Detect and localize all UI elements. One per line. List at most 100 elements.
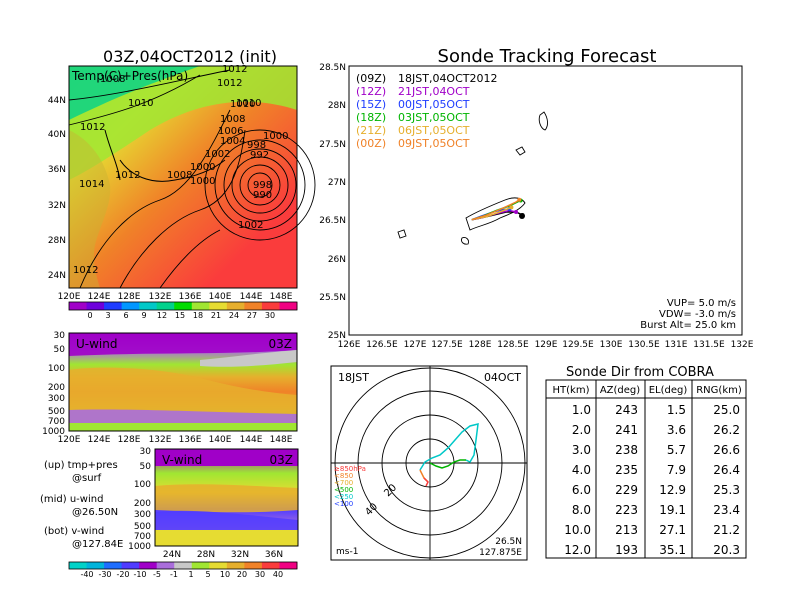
wind-colorbar-swatch <box>156 562 175 569</box>
svg-text:200: 200 <box>134 499 151 509</box>
overlay-label: Temp(C)+Pres(hPa) <box>71 69 188 83</box>
cobra-cell: 213 <box>615 523 638 537</box>
svg-text:128.5E: 128.5E <box>497 340 529 350</box>
svg-text:128E: 128E <box>469 340 492 350</box>
svg-text:144E: 144E <box>240 435 263 445</box>
svg-text:120E: 120E <box>58 292 81 302</box>
svg-text:00JST,05OCT: 00JST,05OCT <box>398 98 470 111</box>
cobra-cell: 25.3 <box>713 483 740 497</box>
wind-colorbar-swatch <box>86 562 105 569</box>
temp-colorbar-swatch <box>261 302 280 310</box>
v-wind-orange-core <box>155 484 298 513</box>
svg-text:26N: 26N <box>328 255 346 265</box>
svg-text:128E: 128E <box>118 292 141 302</box>
svg-text:127.5E: 127.5E <box>431 340 463 350</box>
wind-colorbar-swatch <box>244 562 263 569</box>
svg-text:1008: 1008 <box>167 170 192 181</box>
svg-text:44N: 44N <box>48 96 66 106</box>
svg-text:126.5E: 126.5E <box>366 340 398 350</box>
u-wind-time: 03Z <box>269 337 293 351</box>
svg-text:1000: 1000 <box>190 162 215 173</box>
svg-text:EL(deg): EL(deg) <box>649 385 688 396</box>
svg-text:21: 21 <box>211 311 221 320</box>
svg-text:120E: 120E <box>58 435 81 445</box>
temp-colorbar-swatch <box>121 302 140 310</box>
cobra-cell: 235 <box>615 463 638 477</box>
isobar-labels: 1008 1010 1012 1010 1012 1012 1008 1014 … <box>73 64 288 276</box>
polar-legend: ≥850hPa <850 <700 <500 <250 <100 <box>334 465 366 508</box>
svg-text:500: 500 <box>48 407 65 417</box>
cobra-table-header: HT(km) AZ(deg) EL(deg) RNG(km) <box>553 385 742 396</box>
svg-text:127E: 127E <box>404 340 427 350</box>
launch-point <box>519 213 525 219</box>
svg-text:-20: -20 <box>116 570 129 579</box>
isobars <box>68 69 316 289</box>
svg-text:28N: 28N <box>197 550 215 560</box>
svg-text:24N: 24N <box>163 550 181 560</box>
cobra-cell: 1.0 <box>572 403 591 417</box>
wind-colorbar-swatch <box>226 562 245 569</box>
svg-text:<500: <500 <box>334 486 353 494</box>
polar-lon: 127.875E <box>479 548 522 558</box>
wind-colorbar-swatch <box>69 562 88 569</box>
svg-text:500: 500 <box>134 522 151 532</box>
track-lines <box>471 197 525 221</box>
island-outlines <box>397 111 548 245</box>
svg-text:32N: 32N <box>231 550 249 560</box>
svg-text:HT(km): HT(km) <box>553 385 590 396</box>
svg-text:1004: 1004 <box>220 136 245 147</box>
v-wind-title: V-wind <box>162 453 202 467</box>
svg-text:-5: -5 <box>153 570 161 579</box>
svg-text:25.5N: 25.5N <box>319 293 346 303</box>
cobra-cell: 4.0 <box>572 463 591 477</box>
v-wind-time: 03Z <box>270 453 294 467</box>
svg-text:1012: 1012 <box>73 265 98 276</box>
track-map-title: Sonde Tracking Forecast <box>438 46 657 67</box>
svg-text:50: 50 <box>140 462 152 472</box>
svg-text:(09Z): (09Z) <box>356 72 386 85</box>
cobra-cell: 26.2 <box>713 423 740 437</box>
svg-text:12: 12 <box>157 311 167 320</box>
track-map-frame <box>348 65 743 336</box>
svg-text:06JST,05OCT: 06JST,05OCT <box>398 124 470 137</box>
temp-colorbar-swatch <box>139 302 158 310</box>
wind-colorbar-swatch <box>139 562 158 569</box>
svg-text:1008: 1008 <box>100 74 125 85</box>
v-wind-upper-band <box>155 449 298 466</box>
svg-text:27N: 27N <box>328 178 346 188</box>
svg-text:124E: 124E <box>88 292 111 302</box>
svg-text:30: 30 <box>255 570 265 579</box>
track-end-point <box>517 197 522 202</box>
v-wind-frame <box>154 448 299 547</box>
cold-region <box>69 66 200 120</box>
temp-colorbar-outline <box>68 301 298 311</box>
wind-colorbar-swatch <box>121 562 140 569</box>
svg-text:36N: 36N <box>265 550 283 560</box>
svg-text:1000: 1000 <box>42 427 65 437</box>
svg-text:132E: 132E <box>149 435 172 445</box>
temp-colorbar-swatch <box>226 302 245 310</box>
temp-colorbar-swatch <box>86 302 105 310</box>
svg-text:28N: 28N <box>328 101 346 111</box>
svg-text:129.5E: 129.5E <box>562 340 594 350</box>
cobra-cell: 12.9 <box>659 483 686 497</box>
v-wind-blue-band <box>155 510 298 530</box>
cobra-cell: 27.1 <box>659 523 686 537</box>
svg-text:1012: 1012 <box>222 64 247 75</box>
svg-text:1002: 1002 <box>205 149 230 160</box>
cool-region <box>69 66 297 180</box>
svg-text:27: 27 <box>247 311 257 320</box>
wind-colorbar-swatch <box>279 562 298 569</box>
svg-text:100: 100 <box>134 480 151 490</box>
track-end-point <box>509 205 514 210</box>
cobra-cell: 5.7 <box>667 443 686 457</box>
svg-text:VUP= 5.0 m/s: VUP= 5.0 m/s <box>667 298 736 309</box>
svg-text:148E: 148E <box>270 435 293 445</box>
svg-text:21JST,04OCT: 21JST,04OCT <box>398 85 470 98</box>
svg-text:136E: 136E <box>179 435 202 445</box>
wind-colorbar-swatch <box>104 562 123 569</box>
svg-text:(21Z): (21Z) <box>356 124 386 137</box>
wind-colorbar-swatch <box>191 562 210 569</box>
pressure-map-lat-labels: 44N 40N 36N 32N 28N 24N <box>48 96 66 281</box>
svg-text:27.5N: 27.5N <box>319 140 346 150</box>
